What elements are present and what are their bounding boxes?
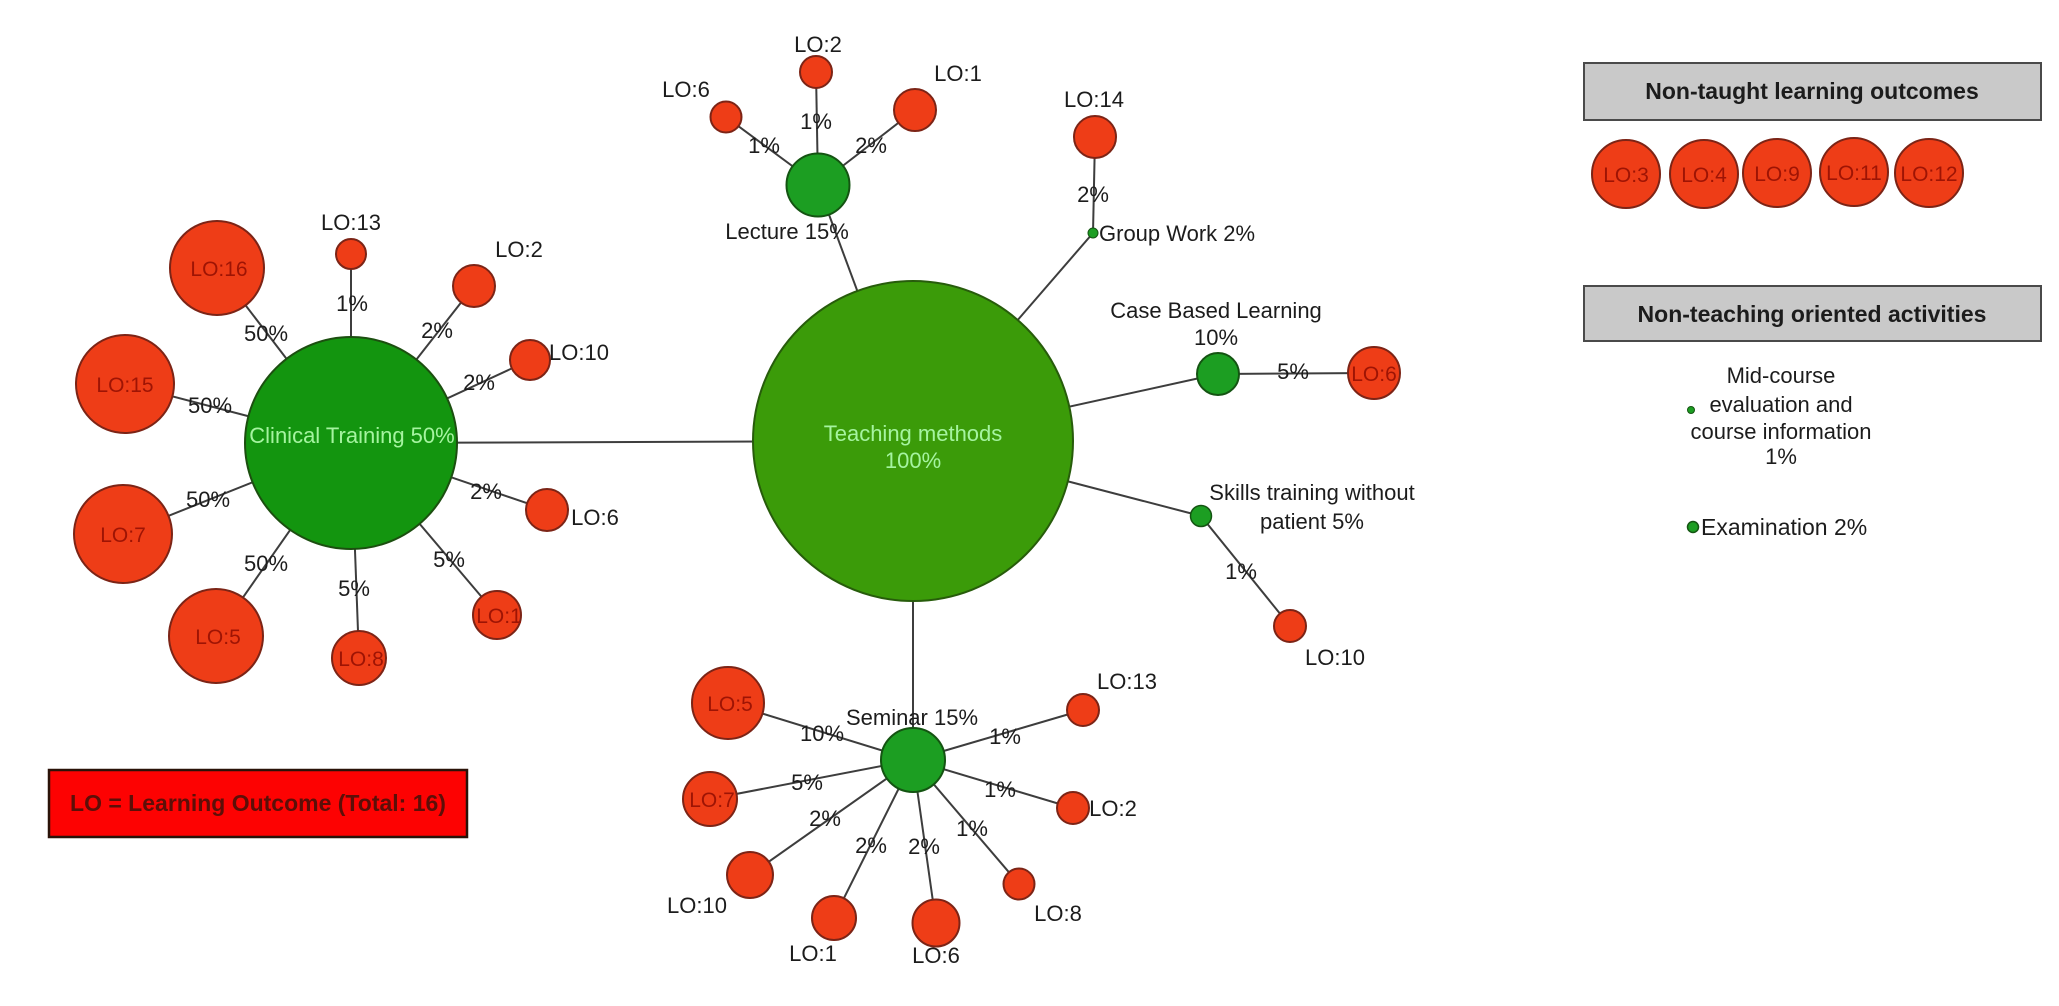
svg-text:Clinical Training 50%: Clinical Training 50% bbox=[249, 423, 454, 448]
svg-text:LO:8: LO:8 bbox=[1034, 901, 1082, 926]
svg-text:5%: 5% bbox=[338, 576, 370, 601]
svg-text:LO:5: LO:5 bbox=[195, 626, 241, 649]
svg-text:1%: 1% bbox=[1225, 559, 1257, 584]
svg-text:LO:15: LO:15 bbox=[96, 374, 153, 397]
svg-text:50%: 50% bbox=[244, 551, 288, 576]
svg-text:LO:6: LO:6 bbox=[912, 943, 960, 968]
svg-text:LO:6: LO:6 bbox=[662, 77, 710, 102]
svg-text:5%: 5% bbox=[1277, 359, 1309, 384]
svg-text:50%: 50% bbox=[188, 393, 232, 418]
svg-text:2%: 2% bbox=[855, 833, 887, 858]
svg-text:Teaching methods: Teaching methods bbox=[824, 421, 1003, 446]
svg-text:Seminar 15%: Seminar 15% bbox=[846, 705, 978, 730]
svg-text:LO:2: LO:2 bbox=[1089, 796, 1137, 821]
svg-text:1%: 1% bbox=[336, 291, 368, 316]
svg-text:LO:13: LO:13 bbox=[1097, 669, 1157, 694]
svg-text:1%: 1% bbox=[748, 133, 780, 158]
svg-text:LO:14: LO:14 bbox=[1064, 87, 1124, 112]
svg-text:1%: 1% bbox=[989, 724, 1021, 749]
svg-text:1%: 1% bbox=[984, 777, 1016, 802]
svg-text:LO:10: LO:10 bbox=[667, 893, 727, 918]
svg-text:Lecture 15%: Lecture 15% bbox=[725, 219, 849, 244]
svg-text:LO = Learning Outcome (Total:: LO = Learning Outcome (Total: 16) bbox=[70, 790, 446, 816]
svg-text:Mid-course: Mid-course bbox=[1727, 363, 1836, 388]
svg-text:2%: 2% bbox=[855, 133, 887, 158]
svg-text:LO:10: LO:10 bbox=[549, 340, 609, 365]
svg-text:LO:9: LO:9 bbox=[1754, 163, 1800, 186]
svg-text:Non-teaching oriented activiti: Non-teaching oriented activities bbox=[1638, 301, 1987, 327]
svg-text:50%: 50% bbox=[244, 321, 288, 346]
svg-text:Examination 2%: Examination 2% bbox=[1701, 514, 1867, 540]
svg-text:2%: 2% bbox=[1077, 182, 1109, 207]
svg-text:LO:8: LO:8 bbox=[338, 648, 384, 671]
svg-text:LO:7: LO:7 bbox=[100, 524, 146, 547]
svg-text:course information: course information bbox=[1691, 419, 1872, 444]
svg-text:LO:7: LO:7 bbox=[689, 789, 735, 812]
svg-text:Group Work 2%: Group Work 2% bbox=[1099, 221, 1255, 246]
svg-text:LO:16: LO:16 bbox=[190, 258, 247, 281]
svg-text:10%: 10% bbox=[800, 721, 844, 746]
svg-text:2%: 2% bbox=[908, 834, 940, 859]
svg-text:5%: 5% bbox=[433, 547, 465, 572]
svg-text:LO:10: LO:10 bbox=[1305, 645, 1365, 670]
svg-text:5%: 5% bbox=[791, 770, 823, 795]
svg-text:LO:1: LO:1 bbox=[934, 61, 982, 86]
svg-text:1%: 1% bbox=[956, 816, 988, 841]
svg-text:1%: 1% bbox=[800, 109, 832, 134]
svg-text:LO:6: LO:6 bbox=[571, 505, 619, 530]
svg-text:LO:1: LO:1 bbox=[476, 605, 522, 628]
svg-text:10%: 10% bbox=[1194, 325, 1238, 350]
svg-text:LO:12: LO:12 bbox=[1900, 163, 1957, 186]
svg-text:1%: 1% bbox=[1765, 444, 1797, 469]
svg-text:2%: 2% bbox=[809, 806, 841, 831]
svg-text:2%: 2% bbox=[470, 479, 502, 504]
svg-text:Case Based Learning: Case Based Learning bbox=[1110, 298, 1322, 323]
svg-text:LO:2: LO:2 bbox=[495, 237, 543, 262]
svg-text:LO:3: LO:3 bbox=[1603, 164, 1649, 187]
svg-text:Skills training without: Skills training without bbox=[1209, 480, 1414, 505]
svg-text:LO:5: LO:5 bbox=[707, 693, 753, 716]
svg-text:evaluation and: evaluation and bbox=[1709, 392, 1852, 417]
svg-text:50%: 50% bbox=[186, 487, 230, 512]
svg-text:patient 5%: patient 5% bbox=[1260, 509, 1364, 534]
svg-text:LO:11: LO:11 bbox=[1826, 162, 1882, 185]
svg-text:2%: 2% bbox=[463, 370, 495, 395]
svg-text:2%: 2% bbox=[421, 318, 453, 343]
svg-text:LO:6: LO:6 bbox=[1351, 363, 1397, 386]
svg-text:LO:4: LO:4 bbox=[1681, 164, 1727, 187]
svg-text:LO:1: LO:1 bbox=[789, 941, 837, 966]
svg-text:LO:13: LO:13 bbox=[321, 210, 381, 235]
svg-text:Non-taught learning outcomes: Non-taught learning outcomes bbox=[1645, 78, 1979, 104]
svg-text:100%: 100% bbox=[885, 448, 941, 473]
svg-text:LO:2: LO:2 bbox=[794, 32, 842, 57]
